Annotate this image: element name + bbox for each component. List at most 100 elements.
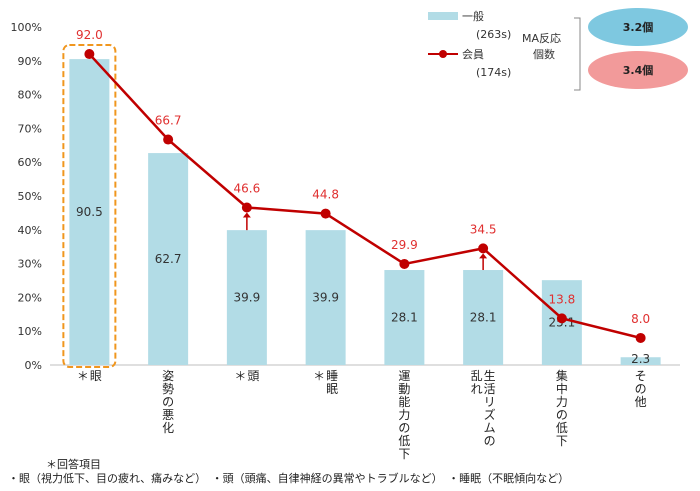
x-tick-char: 姿 <box>162 369 174 383</box>
point-value-label: 8.0 <box>631 312 650 326</box>
x-tick-char: 乱 <box>471 369 483 383</box>
bar-series: 90.562.739.939.928.128.125.12.3 <box>62 44 661 368</box>
footnote: ＊回答項目 ・眼（視力低下、目の疲れ、痛みなど） ・頭（頭痛、自律神経の異常やト… <box>8 457 569 485</box>
x-tick-label: 頭＊ <box>234 369 259 383</box>
x-tick-char: そ <box>635 369 647 383</box>
x-tick-char: 勢 <box>162 381 174 396</box>
x-tick-char: 集 <box>556 368 568 383</box>
x-tick-char: 生 <box>484 369 496 383</box>
highlight-box <box>62 44 117 368</box>
y-tick-label: 0% <box>25 359 42 372</box>
bar-general <box>226 230 267 365</box>
y-axis: 0% 10% 20% 30% 40% 50% 60% 70% 80% 90% 100% <box>11 21 680 372</box>
x-tick-char: ＊ <box>234 369 246 383</box>
bar-value-label: 90.5 <box>76 205 103 219</box>
y-tick-label: 10% <box>18 325 42 338</box>
x-tick-char: 低 <box>556 421 568 435</box>
point-member <box>478 243 489 254</box>
point-member <box>241 202 252 213</box>
x-tick-label: 運動能力の低下 <box>398 369 410 461</box>
ma-value-general: 3.2個 <box>623 20 654 34</box>
bar-value-label: 28.1 <box>391 311 418 325</box>
ma-label-line2: 個数 <box>533 48 555 61</box>
x-tick-char: 眠 <box>326 382 338 396</box>
y-tick-label: 20% <box>18 291 42 304</box>
x-tick-char: 頭 <box>247 369 259 383</box>
x-tick-char: の <box>556 408 568 422</box>
point-value-label: 13.8 <box>549 292 576 306</box>
bar-general <box>305 230 346 365</box>
bar-general <box>384 270 425 365</box>
legend: 一般 (263s) 会員 (174s) <box>428 10 511 79</box>
x-tick-label: 姿勢の悪化 <box>162 369 174 435</box>
legend-swatch-general <box>428 12 458 20</box>
x-tick-char: の <box>484 434 496 448</box>
x-tick-char: 活 <box>484 382 496 396</box>
ma-label-line1: MA反応 <box>522 31 561 45</box>
y-tick-label: 80% <box>18 89 42 102</box>
x-tick-label: その他 <box>635 369 647 409</box>
up-arrow-head <box>242 212 251 218</box>
x-tick-char: 力 <box>398 408 410 422</box>
x-tick-char: 下 <box>556 434 568 448</box>
x-tick-label: 集中力の低下 <box>556 368 568 448</box>
ma-badge-member <box>588 51 688 89</box>
legend-label-general: 一般 <box>462 10 484 23</box>
x-tick-label: 生活リズムの 乱れ <box>471 369 496 448</box>
x-tick-char: 化 <box>162 421 174 435</box>
x-tick-label: 眼＊ <box>77 369 102 383</box>
x-tick-char: 悪 <box>162 408 174 422</box>
x-tick-char: の <box>398 421 410 435</box>
ma-bracket <box>574 17 581 91</box>
bar-general <box>463 270 504 365</box>
legend-sub-general: (263s) <box>476 28 511 41</box>
y-tick-label: 30% <box>18 258 42 271</box>
footnote-title: ＊回答項目 <box>46 457 101 471</box>
x-tick-char: 下 <box>398 447 410 461</box>
point-value-label: 29.9 <box>391 238 418 252</box>
x-tick-char: 低 <box>398 434 410 448</box>
x-tick-char: ＊ <box>313 369 325 383</box>
x-tick-char: 力 <box>556 395 568 409</box>
bar-value-label: 39.9 <box>312 291 339 305</box>
bar-general <box>620 357 661 365</box>
x-tick-char: 運 <box>398 369 410 383</box>
bar-value-label: 62.7 <box>155 252 182 266</box>
bar-value-label: 2.3 <box>631 352 650 366</box>
point-value-label: 34.5 <box>470 222 497 236</box>
y-tick-label: 90% <box>18 55 42 68</box>
ma-panel: MA反応 個数 3.2個 3.4個 <box>522 8 688 91</box>
y-tick-label: 50% <box>18 190 42 203</box>
bar-value-label: 39.9 <box>234 291 261 305</box>
x-tick-char: 中 <box>556 381 568 396</box>
x-tick-char: の <box>635 382 647 396</box>
legend-label-member: 会員 <box>462 48 484 61</box>
point-member <box>320 208 331 219</box>
y-tick-label: 70% <box>18 122 42 135</box>
point-member <box>163 134 174 145</box>
ma-value-member: 3.4個 <box>623 63 654 77</box>
ma-badge-general <box>588 8 688 46</box>
x-tick-char: 他 <box>635 395 647 409</box>
x-tick-char: 眼 <box>90 369 102 383</box>
bar-general <box>69 59 110 366</box>
x-tick-char: 能 <box>398 395 410 409</box>
x-tick-char: 動 <box>398 382 410 396</box>
legend-sub-member: (174s) <box>476 66 511 79</box>
line-series: 92.0 66.7 46.6 44.8 29.9 34.5 13.8 8.0 <box>76 28 650 343</box>
x-tick-char: れ <box>471 382 483 396</box>
y-tick-label: 60% <box>18 156 42 169</box>
point-member <box>635 332 646 343</box>
bar-value-label: 28.1 <box>470 311 497 325</box>
line-member <box>88 53 641 340</box>
y-tick-label: 100% <box>11 21 42 34</box>
legend-marker-member <box>439 50 447 58</box>
y-tick-label: 40% <box>18 224 42 237</box>
x-tick-char: の <box>162 395 174 409</box>
x-tick-label: 睡眠＊ <box>313 369 338 396</box>
point-member <box>399 258 410 269</box>
x-tick-char: ＊ <box>77 369 89 383</box>
point-value-label: 66.7 <box>155 114 182 128</box>
